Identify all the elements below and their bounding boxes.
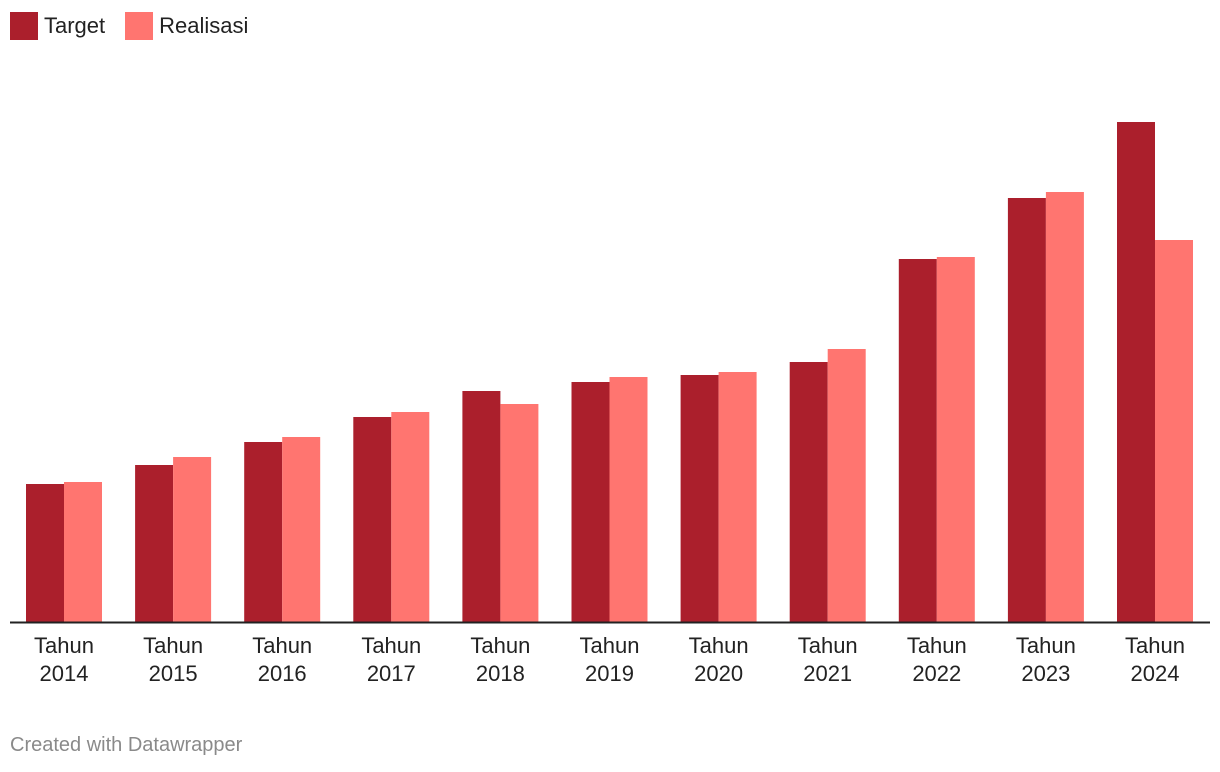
x-tick-label-line: Tahun: [907, 633, 967, 658]
x-tick-label-line: 2021: [803, 661, 852, 686]
x-tick-label-line: Tahun: [143, 633, 203, 658]
x-tick-label-2018: Tahun 2018: [470, 633, 530, 686]
x-tick-label-line: Tahun: [689, 633, 749, 658]
x-tick-label-line: 2020: [694, 661, 743, 686]
x-tick-label-2015: Tahun 2015: [143, 633, 203, 686]
bars-group: [26, 122, 1193, 622]
bar-target-2018: [462, 391, 501, 622]
bar-realisasi-2021: [827, 349, 866, 622]
legend-swatch-target: [10, 12, 38, 40]
x-tick-label-line: 2016: [258, 661, 307, 686]
x-tick-label-line: 2017: [367, 661, 416, 686]
legend-label-target: Target: [44, 13, 106, 38]
x-tick-label-line: Tahun: [252, 633, 312, 658]
bar-target-2021: [789, 362, 828, 622]
footer-credit: Created with Datawrapper: [10, 734, 243, 756]
bar-target-2023: [1007, 198, 1046, 622]
bar-realisasi-2014: [64, 482, 102, 622]
bar-target-2020: [680, 375, 719, 622]
x-tick-label-2014: Tahun 2014: [34, 633, 94, 686]
bar-realisasi-2016: [282, 437, 321, 622]
x-tick-label-line: 2018: [476, 661, 525, 686]
bar-realisasi-2024: [1155, 240, 1193, 622]
x-tick-label-line: Tahun: [580, 633, 640, 658]
bar-realisasi-2020: [718, 372, 757, 622]
bar-target-2022: [898, 259, 937, 622]
bar-realisasi-2017: [391, 412, 430, 622]
x-tick-label-2017: Tahun 2017: [361, 633, 421, 686]
legend-label-realisasi: Realisasi: [159, 13, 249, 38]
x-tick-label-line: 2015: [149, 661, 198, 686]
x-tick-label-2021: Tahun 2021: [798, 633, 858, 686]
bar-realisasi-2023: [1045, 192, 1084, 622]
bar-realisasi-2018: [500, 404, 539, 622]
x-tick-label-line: Tahun: [34, 633, 94, 658]
bar-realisasi-2022: [936, 257, 975, 622]
x-tick-label-line: Tahun: [470, 633, 530, 658]
legend-item-realisasi: Realisasi: [125, 12, 248, 40]
x-tick-label-2023: Tahun 2023: [1016, 633, 1076, 686]
x-tick-label-line: 2022: [912, 661, 961, 686]
x-tick-label-line: 2019: [585, 661, 634, 686]
bar-target-2019: [571, 382, 610, 622]
x-tick-label-2024: Tahun 2024: [1125, 633, 1185, 686]
bar-target-2024: [1117, 122, 1155, 622]
x-tick-label-line: Tahun: [798, 633, 858, 658]
x-tick-label-line: Tahun: [1016, 633, 1076, 658]
x-tick-label-line: 2014: [40, 661, 89, 686]
x-tick-label-line: 2023: [1021, 661, 1070, 686]
x-tick-label-2019: Tahun 2019: [580, 633, 640, 686]
x-tick-label-line: Tahun: [1125, 633, 1185, 658]
bar-target-2015: [135, 465, 174, 622]
x-tick-label-line: 2024: [1131, 661, 1180, 686]
x-tick-label-2020: Tahun 2020: [689, 633, 749, 686]
x-tick-label-line: Tahun: [361, 633, 421, 658]
legend-swatch-realisasi: [125, 12, 154, 40]
bar-target-2014: [26, 484, 64, 622]
x-tick-label-2016: Tahun 2016: [252, 633, 312, 686]
bar-realisasi-2015: [173, 457, 212, 622]
legend: Target Realisasi: [10, 12, 268, 40]
bar-target-2017: [353, 417, 392, 622]
x-tick-label-2022: Tahun 2022: [907, 633, 967, 686]
legend-item-target: Target: [10, 12, 105, 40]
bar-realisasi-2019: [609, 377, 648, 622]
bar-target-2016: [244, 442, 283, 622]
